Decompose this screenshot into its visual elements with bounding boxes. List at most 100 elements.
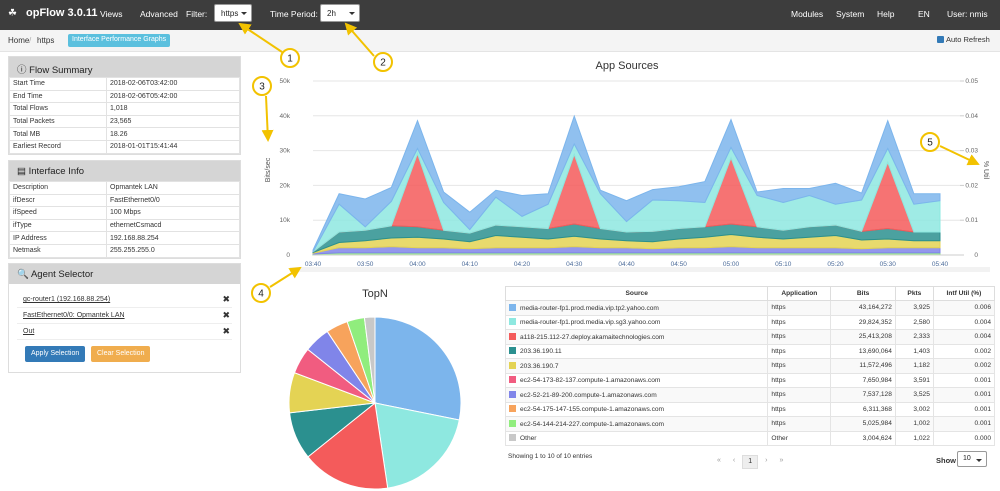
kv-key: Earliest Record (9, 139, 107, 154)
cell-text: 3,004,624 (862, 434, 892, 442)
table-row: Other Other 3,004,624 1,022 0.000 (504, 430, 996, 446)
agent-item[interactable]: gc-router1 (192.168.88.254) ✖ (17, 292, 232, 308)
kv-value: 192.168.88.254 (106, 231, 240, 245)
remove-icon[interactable]: ✖ (222, 326, 230, 336)
pie-slice[interactable] (374, 316, 462, 421)
column-header[interactable]: Application (767, 286, 832, 301)
menu-user[interactable]: User: nmis (947, 9, 988, 19)
table-cell: https (767, 416, 832, 432)
x-tick-label: 05:00 (723, 261, 740, 268)
pie-slice[interactable] (374, 402, 460, 489)
menu-views[interactable]: Views (100, 9, 123, 19)
table-cell: 0.001 (932, 387, 996, 403)
table-cell: 203.36.190.7 (504, 358, 769, 374)
x-tick-label: 05:30 (880, 261, 897, 268)
checkbox[interactable] (937, 36, 944, 43)
graphs-button[interactable]: Interface Performance Graphs (68, 34, 171, 47)
pie-slice[interactable] (363, 316, 376, 404)
show-select[interactable]: 10 (957, 451, 987, 467)
column-header[interactable]: Bits (830, 286, 896, 301)
apply-button[interactable]: Apply Selection (25, 346, 86, 362)
cell-text: 1,182 (913, 362, 930, 370)
brand[interactable]: opFlow 3.0.11 (26, 7, 98, 19)
table-cell: 0.002 (932, 343, 996, 359)
y2-tick-label: 0.05 (965, 78, 978, 85)
y-tick-label: 20k (280, 182, 291, 189)
kv-table: Start Time 2018-02-06T03:42:00 End Time 201… (9, 77, 240, 154)
column-header[interactable]: Pkts (894, 286, 934, 301)
y-tick-label: 30k (280, 148, 291, 155)
cell-text: 0.006 (974, 304, 991, 312)
agent-item[interactable]: Out ✖ (17, 324, 232, 340)
crumb-home[interactable]: Home (8, 36, 30, 45)
color-swatch (509, 390, 516, 398)
table-cell: 7,537,128 (830, 387, 896, 403)
table-cell: 0.002 (932, 358, 996, 374)
cell-text: https (771, 376, 786, 384)
header-row: Source Application Bits Pkts Intf Util (%) (504, 286, 996, 301)
period-select[interactable]: 2h (320, 4, 360, 22)
y2-tick-label: 0.02 (965, 182, 978, 189)
cell-text: 3,525 (913, 391, 930, 399)
page-link[interactable]: 1 (742, 455, 759, 469)
clear-button[interactable]: Clear Selection (91, 346, 151, 362)
topn-chart: TopN (288, 288, 462, 490)
table-row: 203.36.190.7 https 11,572,496 1,182 0.002 (504, 358, 996, 374)
source-name: media-router-fp1.prod.media.vip.sg3.yaho… (520, 319, 661, 327)
kv-value: ethernetCsmacd (106, 218, 240, 233)
kv-value: 18.26 (106, 127, 240, 141)
cell-text: 0.004 (974, 318, 991, 326)
y2-tick-label: 0.03 (965, 148, 978, 155)
agent-item[interactable]: FastEthernet0/0: Opmantek LAN ✖ (17, 308, 232, 324)
cell-text: 1,002 (913, 420, 930, 428)
page-link[interactable]: ‹ (732, 457, 736, 464)
table-cell: 3,002 (894, 401, 934, 417)
panel-title: ⓘ Flow Summary (9, 57, 240, 77)
table-cell: Other (504, 430, 769, 446)
kv-value: 2018-02-06T03:42:00 (106, 77, 240, 91)
page-link[interactable]: « (717, 457, 721, 464)
cell-text: 11,572,496 (859, 362, 892, 370)
kv-row: ifType ethernetCsmacd (9, 218, 240, 233)
page-link[interactable]: › (765, 457, 768, 464)
table-cell: 3,925 (894, 300, 934, 316)
cell-text: Other (771, 434, 788, 442)
color-swatch (509, 434, 516, 442)
cell-text: 0.001 (974, 376, 991, 384)
table-cell: 203.36.190.11 (504, 343, 769, 359)
cell-text: https (771, 420, 786, 428)
page-link[interactable]: » (779, 457, 784, 464)
table-cell: https (767, 329, 832, 345)
filter-select[interactable]: https (214, 4, 252, 22)
y2-axis-label: % Util (982, 161, 989, 180)
chart-title: App Sources (596, 60, 659, 72)
y2-tick-label: 0.01 (965, 217, 978, 224)
column-header[interactable]: Source (504, 286, 769, 301)
menu-system[interactable]: System (836, 9, 865, 19)
cell-text: 0.002 (974, 347, 991, 355)
menu-language[interactable]: EN (918, 9, 930, 19)
table-cell: 1,002 (894, 416, 934, 432)
table-cell: 25,413,208 (830, 329, 896, 345)
column-header[interactable]: Intf Util (%) (932, 286, 996, 301)
remove-icon[interactable]: ✖ (222, 310, 230, 320)
flow-summary: ⓘ Flow Summary Start Time 2018-02-06T03:4… (8, 56, 241, 155)
remove-icon[interactable]: ✖ (222, 294, 230, 304)
pie-slice[interactable] (307, 402, 389, 490)
x-tick-label: 05:40 (932, 261, 949, 268)
y2-tick-label: 0 (974, 252, 978, 259)
menu-modules[interactable]: Modules (791, 9, 824, 19)
kv-table: Description Opmantek LAN ifDescr FastEthern… (9, 181, 240, 258)
kv-row: ifDescr FastEthernet0/0 (9, 193, 240, 208)
table-cell: 0.004 (932, 329, 996, 345)
table-cell: ec2-54-173-82-137.compute-1.amazonaws.co… (504, 372, 769, 388)
menu-advanced[interactable]: Advanced (140, 9, 178, 19)
period-label: Time Period: (270, 9, 318, 19)
menu-help[interactable]: Help (877, 9, 895, 19)
table-cell: 5,025,984 (830, 416, 896, 432)
table-cell: https (767, 372, 832, 388)
source-name: a118-215.112-27.deploy.akamaitechnologie… (520, 333, 665, 341)
kv-value: 2018-02-06T05:42:00 (106, 89, 240, 104)
table-cell: https (767, 401, 832, 417)
